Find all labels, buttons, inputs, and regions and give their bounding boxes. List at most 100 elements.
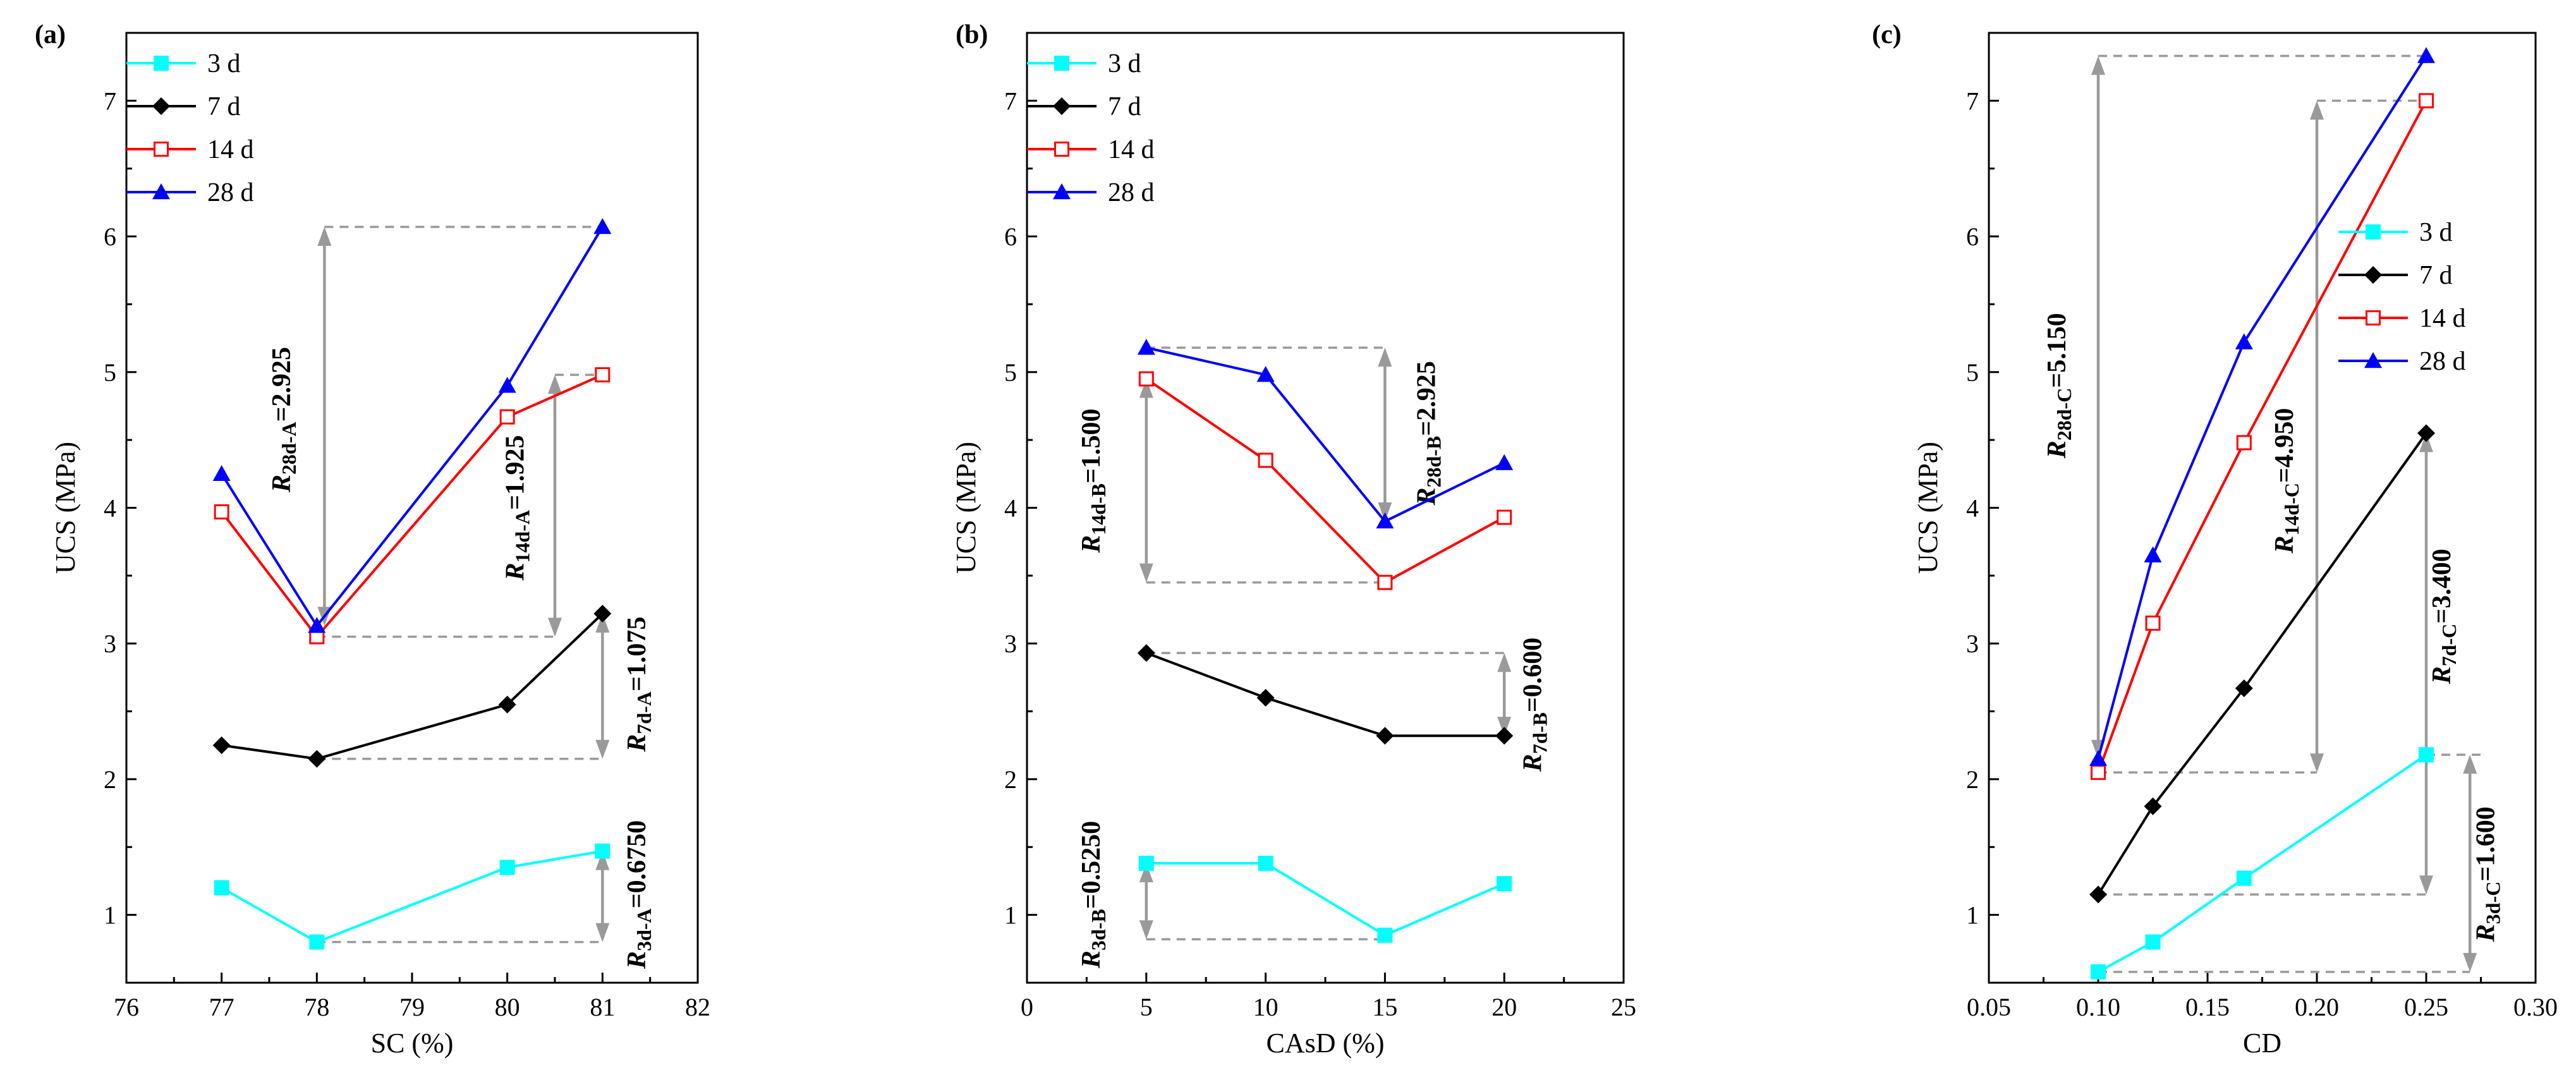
range-label-value: =2.925 <box>1413 361 1442 435</box>
range-label-subscript: 28d-C <box>2053 388 2075 441</box>
range-label-value: =0.5250 <box>1077 821 1106 909</box>
y-tick-label: 2 <box>104 765 116 794</box>
range-label-subscript: 3d-A <box>633 908 655 951</box>
range-label-symbol: R <box>501 562 530 581</box>
y-tick-label: 4 <box>1004 494 1017 523</box>
data-point <box>214 504 229 519</box>
range-label-symbol: R <box>623 951 652 969</box>
data-point <box>1256 366 1275 382</box>
data-point <box>1138 371 1154 387</box>
data-point <box>308 750 326 768</box>
data-point <box>1495 727 1514 745</box>
arrow-head-down <box>548 617 562 637</box>
data-point <box>498 695 516 714</box>
range-label: R3d-A=0.6750 <box>623 820 655 969</box>
range-label-subscript: 7d-B <box>1529 712 1552 754</box>
legend-swatch-marker <box>2366 310 2381 325</box>
y-tick-label: 3 <box>1004 629 1017 658</box>
range-label-symbol: R <box>1077 535 1106 554</box>
x-axis-label: CAsD (%) <box>1267 1028 1385 1059</box>
range-label-value: =1.075 <box>623 617 652 691</box>
data-point <box>595 843 611 859</box>
range-label-value: =1.500 <box>1077 408 1106 483</box>
x-tick-label: 76 <box>114 993 139 1021</box>
data-point <box>212 736 231 755</box>
legend-entry-label: 3 d <box>2419 218 2453 247</box>
x-tick-label: 10 <box>1253 993 1279 1021</box>
range-label: R7d-A=1.075 <box>623 617 655 753</box>
data-point <box>593 218 612 234</box>
range-label-subscript: 3d-B <box>1087 909 1110 950</box>
range-label-symbol: R <box>2043 440 2072 459</box>
panel-1: (a) 76 77 78 79 80 81 82 1 2 3 4 5 6 7 SC (%) UCS (MPa) R… <box>35 20 710 1059</box>
data-point <box>1495 454 1514 470</box>
data-point <box>2235 679 2253 698</box>
legend-swatch-marker <box>152 183 170 200</box>
y-tick-label: 6 <box>1004 222 1017 251</box>
series-line <box>2097 100 2427 773</box>
range-label-value: =2.925 <box>267 347 296 422</box>
arrow-head-up <box>2091 56 2105 75</box>
y-tick-label: 3 <box>1966 629 1979 658</box>
panel-label: (c) <box>1872 20 1902 49</box>
legend-swatch-marker <box>1053 183 1071 200</box>
arrow-head-up <box>2419 433 2433 452</box>
arrow-head-down <box>2463 952 2477 972</box>
arrow-head-down <box>2419 875 2433 895</box>
series-line <box>221 612 604 760</box>
range-label-symbol: R <box>623 734 652 753</box>
range-label: R7d-B=0.600 <box>1519 638 1552 772</box>
arrow-head-down <box>2310 753 2324 773</box>
series-14d <box>1138 371 1512 590</box>
series-line <box>221 373 604 639</box>
arrow-head-up <box>1139 863 1153 883</box>
data-point <box>214 880 229 896</box>
range-label-symbol: R <box>267 475 296 493</box>
y-tick-label: 1 <box>1004 901 1017 930</box>
data-point <box>309 934 325 950</box>
series-3d <box>2091 747 2434 980</box>
data-point <box>595 367 611 383</box>
series-7d <box>2089 424 2435 904</box>
legend-entry-label: 28 d <box>2419 347 2466 376</box>
data-point <box>2145 934 2161 950</box>
legend: 3 d 7 d 14 d 28 d <box>126 49 254 207</box>
series-3d <box>214 843 611 950</box>
arrow-head-down <box>1139 563 1153 583</box>
legend-swatch-marker <box>154 142 169 157</box>
range-annotation-14d-B: R14d-B=1.500 <box>1077 379 1385 584</box>
range-label-symbol: R <box>2427 666 2457 684</box>
legend-swatch-marker <box>2364 266 2382 284</box>
range-annotation-14d-C: R14d-C=4.950 <box>2098 99 2426 774</box>
range-annotation-3d-B: R3d-B=0.5250 <box>1077 821 1385 969</box>
y-tick-label: 4 <box>104 494 116 523</box>
y-tick-label: 7 <box>1004 87 1017 115</box>
data-point <box>308 617 326 633</box>
legend: 3 d 7 d 14 d 28 d <box>1027 49 1155 207</box>
arrow-head-up <box>1497 653 1512 672</box>
x-tick-label: 0.20 <box>2295 993 2339 1021</box>
y-tick-label: 7 <box>104 87 116 115</box>
range-label-subscript: 14d-B <box>1087 483 1110 535</box>
data-point <box>498 377 516 393</box>
plot-frame <box>125 32 699 984</box>
y-tick-label: 5 <box>104 358 116 387</box>
y-tick-label: 1 <box>1966 901 1979 930</box>
x-tick-label: 81 <box>590 993 615 1021</box>
series-line <box>2098 753 2427 973</box>
range-label-subscript: 3d-C <box>2481 882 2504 925</box>
data-point <box>2236 435 2252 451</box>
data-point <box>1376 512 1394 529</box>
panel-label: (a) <box>35 20 66 49</box>
data-point <box>1256 689 1275 707</box>
legend-swatch-marker <box>154 56 169 71</box>
data-point <box>2236 870 2252 886</box>
y-axis-label: UCS (MPa) <box>1912 442 1943 574</box>
legend-entry-label: 3 d <box>207 49 241 78</box>
data-point <box>2144 797 2162 815</box>
legend-swatch-marker <box>2364 352 2382 368</box>
legend-entry-label: 7 d <box>1108 92 1141 121</box>
y-tick-label: 2 <box>1004 765 1017 794</box>
data-point <box>2419 93 2434 109</box>
x-tick-label: 0 <box>1021 993 1033 1021</box>
